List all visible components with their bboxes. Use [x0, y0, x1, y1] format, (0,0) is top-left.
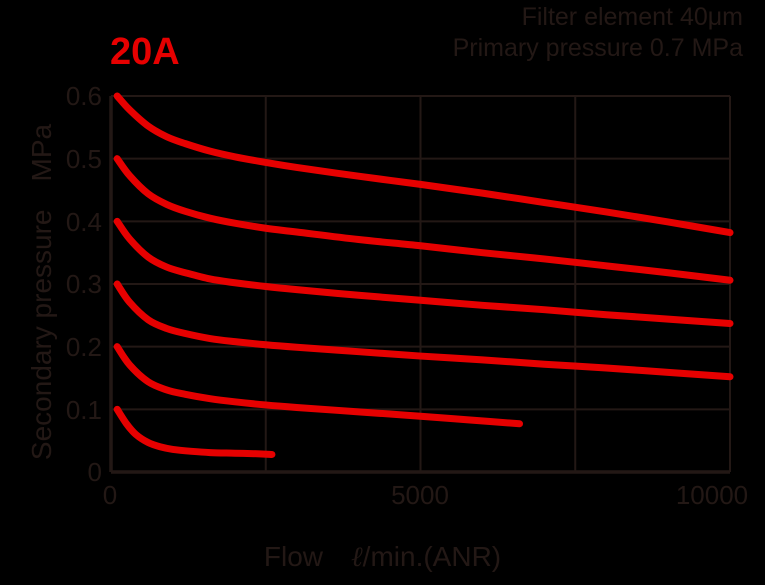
y-tick-label-5: 0.1 [65, 395, 102, 425]
header-line-filter-element: Filter element 40μm [521, 3, 743, 31]
curve-series-5 [113, 405, 276, 458]
header-annotations: Filter element 40μm Primary pressure 0.7… [453, 2, 743, 64]
y-tick-label-6: 0 [87, 457, 102, 487]
curve-series-3 [113, 280, 734, 381]
x-axis-title-main: Flow [263, 541, 351, 572]
x-tick-label-0: 0 [102, 480, 118, 510]
x-axis-unit-rest: /min.(ANR) [362, 541, 502, 572]
y-tick-label-0: 0.6 [65, 81, 102, 111]
axis-frame [109, 95, 731, 474]
header-line-primary-pressure: Primary pressure 0.7 MPa [452, 34, 743, 62]
x-tick-label-10000: 10000 [675, 480, 749, 510]
y-tick-label-4: 0.2 [65, 332, 102, 362]
y-tick-label-2: 0.4 [65, 207, 102, 237]
curve-series-2 [113, 217, 734, 327]
x-axis-title: Flow ℓ/min.(ANR) [0, 541, 765, 574]
x-axis-unit-litre-symbol: ℓ [351, 542, 363, 573]
y-tick-labels: 0.6 0.5 0.4 0.3 0.2 0.1 0 [28, 0, 102, 585]
y-tick-label-3: 0.3 [65, 269, 102, 299]
x-tick-label-5000: 5000 [391, 480, 449, 510]
curve-series-0 [113, 92, 734, 237]
curve-series-4 [113, 343, 524, 428]
curve-series-group [113, 92, 734, 458]
y-tick-label-1: 0.5 [65, 144, 102, 174]
size-badge: 20A [110, 31, 180, 73]
curve-series-1 [113, 155, 734, 284]
